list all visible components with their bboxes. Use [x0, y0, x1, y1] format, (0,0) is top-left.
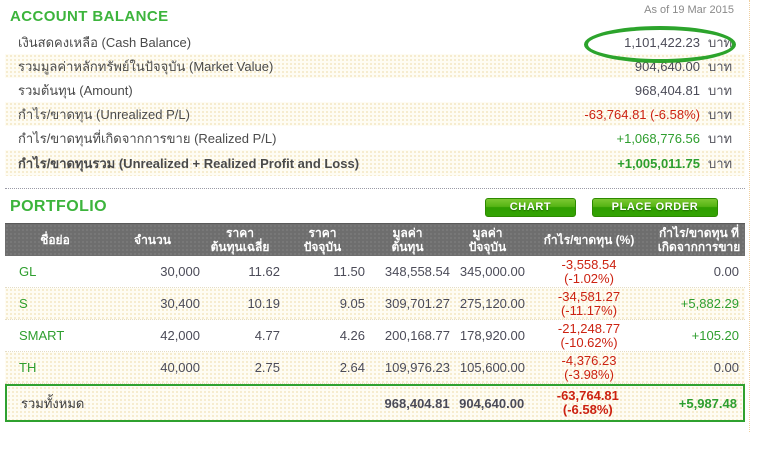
- amount-row: รวมต้นทุน (Amount) 968,404.81 บาท: [5, 78, 745, 102]
- portfolio-title: PORTFOLIO: [10, 198, 107, 215]
- unrealized-pl: -21,248.77 (-10.62%): [557, 320, 621, 350]
- market-value: 345,000.00: [459, 264, 525, 279]
- portfolio-header: PORTFOLIO CHART PLACE ORDER: [5, 195, 745, 219]
- row-value: +1,068,776.56: [616, 130, 701, 146]
- realized-pl: 0.00: [713, 264, 739, 279]
- unrealized-pl-row: กำไร/ขาดทุน (Unrealized P/L) -63,764.81 …: [5, 102, 745, 126]
- col-quantity: จำนวน: [134, 233, 171, 247]
- currency-unit: บาท: [708, 82, 733, 98]
- realized-pl: +5,882.29: [680, 296, 739, 311]
- row-label: รวมมูลค่าหลักทรัพย์ในปัจจุบัน (Market Va…: [18, 58, 274, 74]
- cost-value: 309,701.27: [384, 296, 450, 311]
- table-row: SMART 42,000 4.77 4.26 200,168.77 178,92…: [5, 320, 745, 352]
- portfolio-total-row: รวมทั้งหมด 968,404.81 904,640.00 -63,764…: [5, 384, 745, 422]
- unrealized-pl: -34,581.27 (-11.17%): [557, 288, 621, 318]
- row-value: -63,764.81 (-6.58%): [584, 106, 700, 122]
- total-unrealized-pl: -63,764.81 (-6.58%): [556, 388, 619, 417]
- portfolio-table: ชื่อย่อ จำนวน ราคา ต้นทุนเฉลี่ย ราคา ปัจ…: [5, 223, 745, 422]
- col-current-price: ราคา ปัจจุบัน: [303, 226, 342, 254]
- stock-symbol: SMART: [19, 328, 65, 343]
- quantity: 42,000: [160, 328, 200, 343]
- row-label: รวมต้นทุน (Amount): [18, 82, 133, 98]
- col-cost-value: มูลค่า ต้นทุน: [391, 226, 424, 254]
- quantity: 40,000: [160, 360, 200, 375]
- portfolio-table-header: ชื่อย่อ จำนวน ราคา ต้นทุนเฉลี่ย ราคา ปัจ…: [5, 223, 745, 256]
- realized-pl: 0.00: [713, 360, 739, 375]
- stock-symbol: TH: [19, 360, 37, 375]
- currency-unit: บาท: [708, 34, 733, 50]
- stock-symbol: GL: [19, 264, 37, 279]
- col-market-value: มูลค่า ปัจจุบัน: [468, 226, 507, 254]
- total-cost-value: 968,404.81: [384, 395, 450, 411]
- row-value: +1,005,011.75: [617, 155, 700, 171]
- row-label: กำไร/ขาดทุน (Unrealized P/L): [18, 106, 190, 122]
- cash-balance-row: เงินสดคงเหลือ (Cash Balance) 1,101,422.2…: [5, 30, 745, 54]
- row-value: 1,101,422.23: [624, 34, 700, 50]
- current-price: 9.05: [339, 296, 365, 311]
- unrealized-pl: -4,376.23 (-3.98%): [561, 352, 617, 382]
- avg-cost: 10.19: [247, 296, 280, 311]
- realized-pl: +105.20: [691, 328, 739, 343]
- cost-value: 348,558.54: [384, 264, 450, 279]
- avg-cost: 2.75: [254, 360, 280, 375]
- total-label: รวมทั้งหมด: [21, 395, 85, 411]
- currency-unit: บาท: [708, 106, 733, 122]
- as-of-date: As of 19 Mar 2015: [644, 4, 734, 16]
- row-value: 904,640.00: [634, 58, 700, 74]
- currency-unit: บาท: [708, 155, 733, 171]
- col-realized-pl: กำไร/ขาดทุน ที่ เกิดจากการขาย: [657, 226, 741, 254]
- quantity: 30,000: [160, 264, 200, 279]
- account-balance-table: เงินสดคงเหลือ (Cash Balance) 1,101,422.2…: [5, 30, 745, 176]
- portfolio-actions: CHART PLACE ORDER: [485, 197, 718, 217]
- current-price: 4.26: [339, 328, 365, 343]
- section-divider: [5, 188, 745, 189]
- currency-unit: บาท: [708, 130, 733, 146]
- quantity: 30,400: [160, 296, 200, 311]
- table-row: GL 30,000 11.62 11.50 348,558.54 345,000…: [5, 256, 745, 288]
- cost-value: 200,168.77: [384, 328, 450, 343]
- table-row: S 30,400 10.19 9.05 309,701.27 275,120.0…: [5, 288, 745, 320]
- market-value-row: รวมมูลค่าหลักทรัพย์ในปัจจุบัน (Market Va…: [5, 54, 745, 78]
- page-edge-dotted-line: [749, 0, 750, 432]
- col-symbol: ชื่อย่อ: [40, 233, 70, 247]
- col-avg-cost: ราคา ต้นทุนเฉลี่ย: [210, 226, 270, 254]
- row-label: กำไร/ขาดทุนที่เกิดจากการขาย (Realized P/…: [18, 130, 277, 146]
- total-pl-row: กำไร/ขาดทุนรวม (Unrealized + Realized Pr…: [5, 150, 745, 176]
- avg-cost: 11.62: [248, 264, 280, 279]
- total-market-value: 904,640.00: [459, 395, 525, 411]
- table-row: TH 40,000 2.75 2.64 109,976.23 105,600.0…: [5, 352, 745, 384]
- account-balance-title: ACCOUNT BALANCE: [10, 8, 169, 25]
- account-balance-header: ACCOUNT BALANCE As of 19 Mar 2015: [0, 0, 774, 30]
- cost-value: 109,976.23: [384, 360, 450, 375]
- row-label: เงินสดคงเหลือ (Cash Balance): [18, 34, 192, 50]
- market-value: 105,600.00: [459, 360, 525, 375]
- currency-unit: บาท: [708, 58, 733, 74]
- current-price: 2.64: [339, 360, 365, 375]
- current-price: 11.50: [333, 264, 365, 279]
- row-label: กำไร/ขาดทุนรวม (Unrealized + Realized Pr…: [18, 155, 360, 171]
- place-order-button[interactable]: PLACE ORDER: [592, 197, 718, 217]
- col-unrealized-pl: กำไร/ขาดทุน (%): [543, 233, 635, 247]
- stock-symbol: S: [19, 296, 28, 311]
- total-realized-pl: +5,987.48: [678, 395, 737, 411]
- realized-pl-row: กำไร/ขาดทุนที่เกิดจากการขาย (Realized P/…: [5, 126, 745, 150]
- market-value: 275,120.00: [459, 296, 525, 311]
- avg-cost: 4.77: [254, 328, 280, 343]
- row-value: 968,404.81: [634, 82, 700, 98]
- chart-button[interactable]: CHART: [485, 197, 576, 217]
- unrealized-pl: -3,558.54 (-1.02%): [561, 256, 617, 286]
- market-value: 178,920.00: [459, 328, 525, 343]
